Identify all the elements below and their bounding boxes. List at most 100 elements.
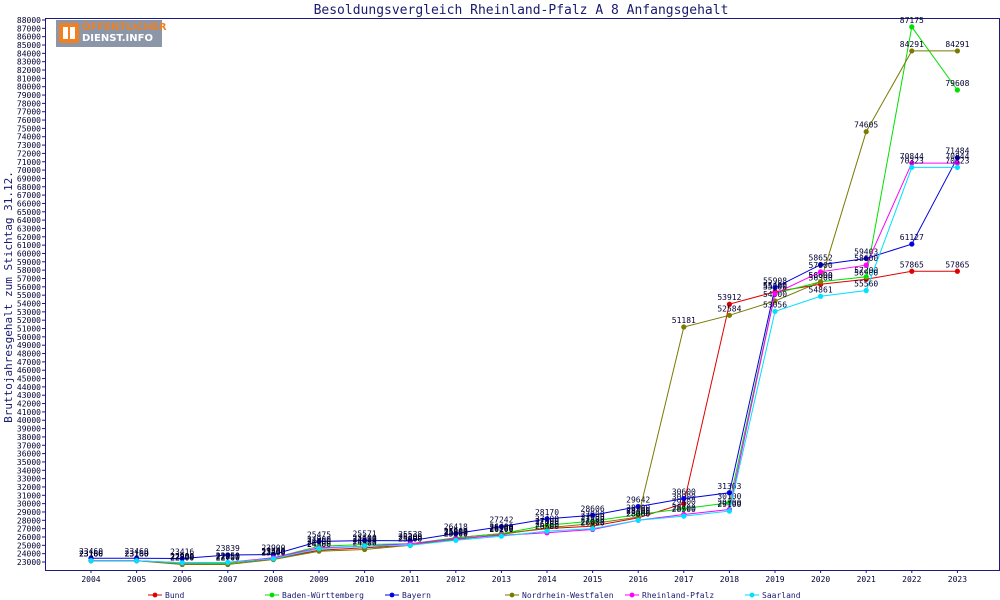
y-tick-label: 53000 bbox=[17, 308, 41, 317]
y-tick-label: 80000 bbox=[17, 83, 41, 92]
y-tick-label: 55000 bbox=[17, 291, 41, 300]
chart-title: Besoldungsvergleich Rheinland-Pfalz A 8 … bbox=[314, 3, 729, 18]
y-tick-label: 85000 bbox=[17, 41, 41, 50]
data-label: 29100 bbox=[717, 500, 741, 509]
data-label: 51181 bbox=[672, 316, 696, 325]
series-baden-w-rttemberg: 2316023160228502285023500249002510025200… bbox=[79, 16, 970, 566]
data-point bbox=[909, 268, 915, 274]
y-tick-label: 81000 bbox=[17, 74, 41, 83]
data-label: 26300 bbox=[489, 523, 513, 532]
data-point bbox=[635, 504, 641, 510]
y-tick-label: 52000 bbox=[17, 316, 41, 325]
series-line bbox=[91, 166, 958, 564]
data-label: 30600 bbox=[672, 488, 696, 497]
data-point bbox=[954, 48, 961, 54]
legend-swatch-marker bbox=[509, 592, 515, 598]
data-point bbox=[954, 87, 961, 93]
y-axis-label: Bruttojahresgehalt zum Stichtag 31.12. bbox=[2, 171, 15, 423]
y-tick-label: 70000 bbox=[17, 166, 41, 175]
data-point bbox=[818, 293, 824, 299]
data-point bbox=[772, 308, 778, 314]
x-tick-label: 2020 bbox=[811, 575, 830, 584]
legend: Bund Baden-Württemberg Bayern Nordrhein-Wes… bbox=[148, 591, 801, 600]
data-label: 31303 bbox=[717, 482, 741, 491]
data-label: 23500 bbox=[261, 547, 285, 556]
data-label: 23160 bbox=[79, 550, 103, 559]
y-tick-label: 51000 bbox=[17, 325, 41, 334]
series-line bbox=[91, 270, 958, 564]
data-label: 70844 bbox=[945, 152, 969, 161]
y-tick-label: 25000 bbox=[17, 541, 41, 550]
x-tick-label: 2017 bbox=[674, 575, 693, 584]
legend-swatch-marker bbox=[152, 592, 158, 598]
data-label: 28606 bbox=[581, 504, 605, 513]
data-point bbox=[498, 533, 504, 539]
y-tick-label: 76000 bbox=[17, 116, 41, 125]
data-point bbox=[954, 164, 961, 170]
y-tick-label: 84000 bbox=[17, 49, 41, 58]
y-tick-label: 40000 bbox=[17, 416, 41, 425]
data-point bbox=[863, 255, 869, 262]
data-label: 26500 bbox=[535, 522, 559, 531]
legend-label: Saarland bbox=[762, 591, 801, 600]
data-label: 58600 bbox=[854, 254, 878, 263]
y-tick-label: 65000 bbox=[17, 208, 41, 217]
data-label: 57800 bbox=[809, 261, 833, 270]
y-tick-label: 87000 bbox=[17, 24, 41, 33]
data-label: 27000 bbox=[581, 518, 605, 527]
data-label: 26700 bbox=[535, 520, 559, 529]
data-label: 28700 bbox=[672, 503, 696, 512]
x-tick-label: 2007 bbox=[218, 575, 237, 584]
data-point bbox=[179, 560, 185, 566]
y-tick-label: 86000 bbox=[17, 33, 41, 42]
series-nordrhein-westfalen: 23160 23160 22700 22700 23300 24300 24500 25000… bbox=[79, 40, 970, 568]
oeffentlicher-dienst-logo: ÖFFENTLICHER DIENST.INFO bbox=[56, 20, 167, 47]
x-tick-label: 2013 bbox=[492, 575, 511, 584]
series-rheinland-pfalz: 23160 23160 22900 22950 23500 24700 24900 25200… bbox=[79, 152, 970, 566]
data-point bbox=[909, 241, 915, 247]
y-tick-label: 57000 bbox=[17, 274, 41, 283]
data-label: 23460 bbox=[79, 547, 103, 556]
data-label: 25700 bbox=[444, 528, 468, 537]
data-point bbox=[909, 48, 915, 54]
y-tick-label: 30000 bbox=[17, 500, 41, 509]
x-tick-label: 2005 bbox=[127, 575, 146, 584]
data-point bbox=[726, 490, 733, 496]
data-point bbox=[681, 501, 687, 507]
y-tick-label: 64000 bbox=[17, 216, 41, 225]
y-tick-label: 50000 bbox=[17, 333, 41, 342]
data-label: 22900 bbox=[170, 552, 194, 561]
data-label: 23160 bbox=[79, 550, 103, 559]
data-label: 26200 bbox=[489, 524, 513, 533]
data-label: 79608 bbox=[945, 79, 969, 88]
data-label: 23500 bbox=[261, 547, 285, 556]
y-tick-label: 48000 bbox=[17, 350, 41, 359]
series-saarland: 23160 23160 22900 22950 23400 24600 24900 25000… bbox=[79, 156, 970, 566]
y-tick-label: 68000 bbox=[17, 183, 41, 192]
data-label: 84291 bbox=[945, 40, 969, 49]
series-bayern: 23460 23460 23416 23839 23900 25475 25571 25538… bbox=[79, 147, 970, 562]
series-line bbox=[91, 50, 958, 565]
data-label: 25200 bbox=[398, 533, 422, 542]
data-label: 24500 bbox=[353, 538, 377, 547]
data-label: 55200 bbox=[763, 283, 787, 292]
y-tick-label: 74000 bbox=[17, 133, 41, 142]
data-label: 56900 bbox=[854, 268, 878, 277]
data-label: 71484 bbox=[945, 147, 969, 156]
data-label: 25600 bbox=[444, 529, 468, 538]
data-point bbox=[954, 160, 961, 166]
data-point bbox=[225, 559, 231, 566]
data-label: 25000 bbox=[398, 534, 422, 543]
data-point bbox=[362, 543, 368, 549]
y-tick-label: 59000 bbox=[17, 258, 41, 267]
y-tick-label: 82000 bbox=[17, 66, 41, 75]
series-line bbox=[91, 157, 958, 560]
series-layer: 2316023160228502285023400244002470025000… bbox=[79, 16, 970, 568]
data-point bbox=[863, 262, 869, 268]
y-tick-label: 78000 bbox=[17, 99, 41, 108]
logo-line-2: DIENST.INFO bbox=[82, 33, 153, 44]
data-label: 53056 bbox=[763, 300, 787, 309]
x-tick-label: 2006 bbox=[173, 575, 192, 584]
y-tick-label: 61000 bbox=[17, 241, 41, 250]
